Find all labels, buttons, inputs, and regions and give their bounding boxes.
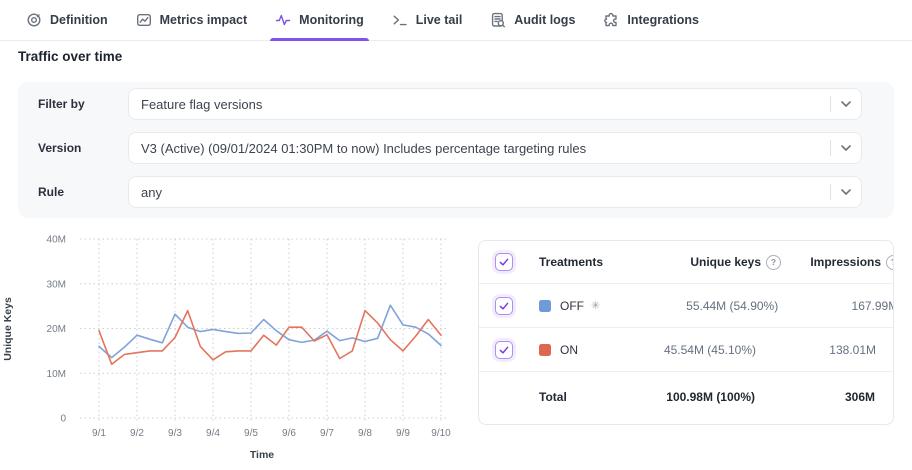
off-unique-keys-value: 55.44M (54.90%) — [686, 298, 779, 313]
off-treatment-checkbox[interactable] — [495, 296, 513, 315]
svg-text:9/2: 9/2 — [130, 428, 144, 439]
svg-text:Time: Time — [250, 449, 274, 461]
target-icon — [26, 12, 42, 28]
rule-label: Rule — [38, 185, 65, 199]
svg-text:9/1: 9/1 — [92, 428, 106, 439]
treatments-select-all-checkbox[interactable] — [495, 253, 513, 271]
svg-text:9/10: 9/10 — [431, 428, 451, 439]
puzzle-icon — [603, 12, 619, 28]
tab-label: Audit logs — [514, 13, 576, 27]
svg-text:9/8: 9/8 — [358, 428, 372, 439]
rule-row: Rule any — [38, 176, 862, 208]
filter-by-select[interactable]: Feature flag versions — [128, 88, 862, 120]
on-impressions-value: 138.01M — [829, 342, 876, 357]
off-impressions-value: 167.99M — [851, 298, 894, 313]
svg-text:9/3: 9/3 — [168, 428, 182, 439]
filter-by-label: Filter by — [38, 97, 85, 111]
svg-text:9/5: 9/5 — [244, 428, 258, 439]
select-divider — [830, 140, 831, 156]
off-color-swatch — [539, 299, 551, 312]
tab-definition[interactable]: Definition — [12, 0, 122, 40]
svg-text:40M: 40M — [47, 235, 66, 246]
traffic-chart-area: 0 10M 20M 30M 40M 9/1 9/2 9/3 9/4 9/5 9/6 9/7 9/8 9/9… — [0, 225, 470, 470]
select-divider — [830, 96, 831, 112]
filter-panel: Filter by Feature flag versions Version … — [18, 82, 894, 218]
total-unique-keys-value: 100.98M (100%) — [666, 390, 755, 404]
tab-label: Live tail — [415, 13, 463, 27]
impressions-column-header: Impressions — [810, 255, 882, 269]
tab-label: Monitoring — [299, 13, 364, 27]
filter-by-row: Filter by Feature flag versions — [38, 88, 862, 120]
tab-bar: Definition Metrics impact Monitoring Liv… — [0, 0, 912, 41]
pulse-icon — [275, 12, 291, 28]
rule-value: any — [141, 184, 162, 200]
total-impressions-value: 306M — [844, 390, 875, 404]
chevron-down-icon — [831, 101, 861, 107]
chevron-down-icon — [831, 189, 861, 195]
question-circle-icon[interactable]: ? — [886, 254, 893, 270]
treatment-name: OFF — [560, 298, 584, 313]
version-value: V3 (Active) (09/01/2024 01:30PM to now) … — [141, 140, 587, 156]
treatments-table-header: Treatments Unique keys ? Impressions ? — [479, 241, 893, 284]
chart-line-icon — [136, 12, 152, 28]
rule-select[interactable]: any — [128, 176, 862, 208]
select-divider — [830, 184, 831, 200]
unique-keys-column-header: Unique keys — [690, 255, 762, 269]
on-color-swatch — [539, 343, 551, 356]
tab-label: Metrics impact — [159, 13, 248, 27]
terminal-icon — [392, 12, 408, 28]
version-select[interactable]: V3 (Active) (09/01/2024 01:30PM to now) … — [128, 132, 862, 164]
filter-by-value: Feature flag versions — [141, 96, 263, 112]
on-treatment-checkbox[interactable] — [495, 340, 513, 359]
treatments-column-header: Treatments — [539, 255, 604, 269]
svg-text:0: 0 — [60, 414, 66, 425]
svg-text:20M: 20M — [47, 324, 66, 335]
total-label: Total — [539, 390, 567, 404]
treatment-name: ON — [560, 342, 578, 357]
active-tab-indicator — [270, 38, 369, 41]
tab-integrations[interactable]: Integrations — [589, 0, 713, 40]
svg-text:10M: 10M — [47, 369, 66, 380]
svg-text:9/7: 9/7 — [320, 428, 334, 439]
table-row-off: OFF ✳ 55.44M (54.90%) 167.99M — [479, 284, 893, 328]
treatments-table: Treatments Unique keys ? Impressions ? O… — [478, 240, 894, 425]
document-search-icon — [490, 12, 506, 28]
svg-text:9/6: 9/6 — [282, 428, 296, 439]
traffic-chart: 0 10M 20M 30M 40M 9/1 9/2 9/3 9/4 9/5 9/6 9/7 9/8 9/9… — [2, 235, 451, 462]
tab-metrics-impact[interactable]: Metrics impact — [122, 0, 262, 40]
table-row-total: Total 100.98M (100%) 306M — [479, 372, 893, 422]
chevron-down-icon — [831, 145, 861, 151]
tab-monitoring[interactable]: Monitoring — [261, 0, 378, 41]
tab-label: Definition — [50, 13, 108, 27]
snowflake-icon: ✳ — [591, 300, 601, 312]
svg-text:Unique Keys: Unique Keys — [2, 297, 14, 361]
table-row-on: ON 45.54M (45.10%) 138.01M — [479, 328, 893, 372]
question-circle-icon[interactable]: ? — [766, 254, 782, 270]
page-title: Traffic over time — [18, 49, 123, 64]
svg-text:9/4: 9/4 — [206, 428, 220, 439]
version-row: Version V3 (Active) (09/01/2024 01:30PM … — [38, 132, 862, 164]
svg-text:30M: 30M — [47, 279, 66, 290]
tab-audit-logs[interactable]: Audit logs — [476, 0, 589, 40]
on-unique-keys-value: 45.54M (45.10%) — [663, 342, 756, 357]
version-label: Version — [38, 141, 82, 155]
svg-text:9/9: 9/9 — [396, 428, 410, 439]
tab-label: Integrations — [627, 13, 699, 27]
tab-live-tail[interactable]: Live tail — [378, 0, 477, 40]
